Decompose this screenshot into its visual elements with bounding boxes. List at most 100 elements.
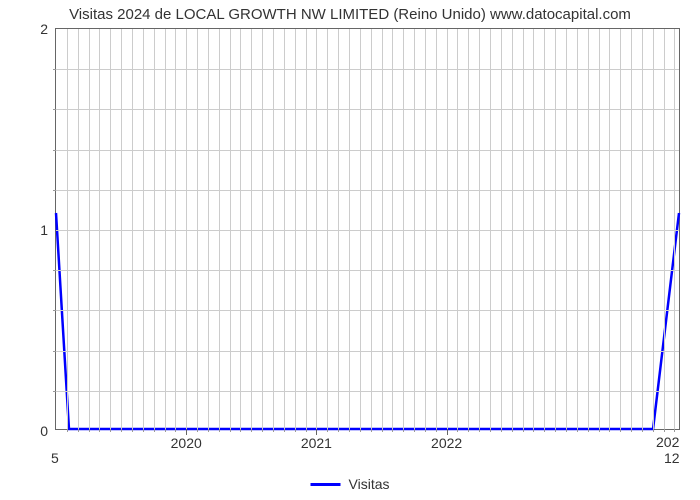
- grid-v-minor: [566, 29, 567, 429]
- y-tick-minor: [53, 391, 56, 392]
- grid-v-minor: [501, 29, 502, 429]
- plot-area: 012202020212022: [55, 28, 680, 430]
- x-tick-minor: [284, 429, 285, 432]
- x-tick-label: 2021: [301, 429, 332, 451]
- grid-v-minor: [544, 29, 545, 429]
- x-tick-label: 2020: [171, 429, 202, 451]
- x-tick-minor: [479, 429, 480, 432]
- legend-swatch: [311, 483, 341, 486]
- grid-v-minor: [631, 29, 632, 429]
- grid-h-minor: [56, 391, 679, 392]
- series-layer: [56, 29, 679, 429]
- grid-h-minor: [56, 351, 679, 352]
- grid-v-minor: [143, 29, 144, 429]
- x-tick-minor: [240, 429, 241, 432]
- x-tick-minor: [620, 429, 621, 432]
- x-tick-minor: [360, 429, 361, 432]
- x-tick-minor: [67, 429, 68, 432]
- grid-v-minor: [251, 29, 252, 429]
- grid-v-minor: [208, 29, 209, 429]
- series-line: [56, 213, 679, 429]
- x-tick-minor: [251, 429, 252, 432]
- x-tick-minor: [544, 429, 545, 432]
- grid-v-minor: [230, 29, 231, 429]
- grid-v-minor: [392, 29, 393, 429]
- grid-v-minor: [78, 29, 79, 429]
- x-tick-minor: [89, 429, 90, 432]
- x-tick-minor: [78, 429, 79, 432]
- grid-v-minor: [240, 29, 241, 429]
- x-tick-minor: [371, 429, 372, 432]
- legend: Visitas: [311, 476, 390, 492]
- grid-v-minor: [175, 29, 176, 429]
- x-tick-minor: [642, 429, 643, 432]
- grid-v-minor: [457, 29, 458, 429]
- x-tick-minor: [512, 429, 513, 432]
- x-tick-minor: [588, 429, 589, 432]
- grid-v: [186, 29, 187, 429]
- grid-v-minor: [99, 29, 100, 429]
- x-tick-minor: [382, 429, 383, 432]
- grid-v-minor: [609, 29, 610, 429]
- x-tick-minor: [208, 429, 209, 432]
- grid-v-minor: [555, 29, 556, 429]
- x-tick-minor: [230, 429, 231, 432]
- grid-v-minor: [577, 29, 578, 429]
- grid-v-minor: [425, 29, 426, 429]
- grid-v-minor: [674, 29, 675, 429]
- x-tick-minor: [99, 429, 100, 432]
- x-tick-minor: [555, 429, 556, 432]
- grid-v-minor: [154, 29, 155, 429]
- x-tick-minor: [425, 429, 426, 432]
- x-tick-minor: [110, 429, 111, 432]
- grid-v-minor: [327, 29, 328, 429]
- grid-v-minor: [599, 29, 600, 429]
- grid-v-minor: [338, 29, 339, 429]
- grid-v-minor: [468, 29, 469, 429]
- grid-v-minor: [284, 29, 285, 429]
- y-tick-label: 2: [40, 21, 56, 37]
- x-tick-minor: [403, 429, 404, 432]
- grid-v-minor: [403, 29, 404, 429]
- x-tick-minor: [577, 429, 578, 432]
- grid-v-minor: [295, 29, 296, 429]
- y-tick-label: 0: [40, 423, 56, 439]
- y-tick-minor: [53, 190, 56, 191]
- grid-h-minor: [56, 270, 679, 271]
- grid-v-minor: [360, 29, 361, 429]
- grid-v-minor: [273, 29, 274, 429]
- y-tick-minor: [53, 69, 56, 70]
- grid-v-minor: [67, 29, 68, 429]
- x-tick-minor: [338, 429, 339, 432]
- x-tick-minor: [436, 429, 437, 432]
- grid-v-minor: [306, 29, 307, 429]
- y-tick-minor: [53, 150, 56, 151]
- x-tick-minor: [295, 429, 296, 432]
- x-tick-minor: [501, 429, 502, 432]
- grid-h-minor: [56, 109, 679, 110]
- grid-v-minor: [349, 29, 350, 429]
- x-tick-minor: [653, 429, 654, 432]
- grid-v-minor: [512, 29, 513, 429]
- grid-v: [447, 29, 448, 429]
- grid-h-minor: [56, 310, 679, 311]
- grid-v-minor: [110, 29, 111, 429]
- x-tick-minor: [523, 429, 524, 432]
- x-tick-minor: [306, 429, 307, 432]
- x-tick-minor: [414, 429, 415, 432]
- grid-v-minor: [490, 29, 491, 429]
- y-tick-minor: [53, 109, 56, 110]
- x-tick-minor: [197, 429, 198, 432]
- float-label-5: 5: [51, 450, 59, 466]
- x-tick-minor: [599, 429, 600, 432]
- x-tick-minor: [165, 429, 166, 432]
- grid-v-minor: [382, 29, 383, 429]
- x-tick-minor: [631, 429, 632, 432]
- chart-title: Visitas 2024 de LOCAL GROWTH NW LIMITED …: [0, 6, 700, 23]
- x-tick-minor: [664, 429, 665, 432]
- x-tick-minor: [132, 429, 133, 432]
- x-tick-minor: [121, 429, 122, 432]
- chart-container: Visitas 2024 de LOCAL GROWTH NW LIMITED …: [0, 0, 700, 500]
- grid-v-minor: [479, 29, 480, 429]
- x-tick-minor: [273, 429, 274, 432]
